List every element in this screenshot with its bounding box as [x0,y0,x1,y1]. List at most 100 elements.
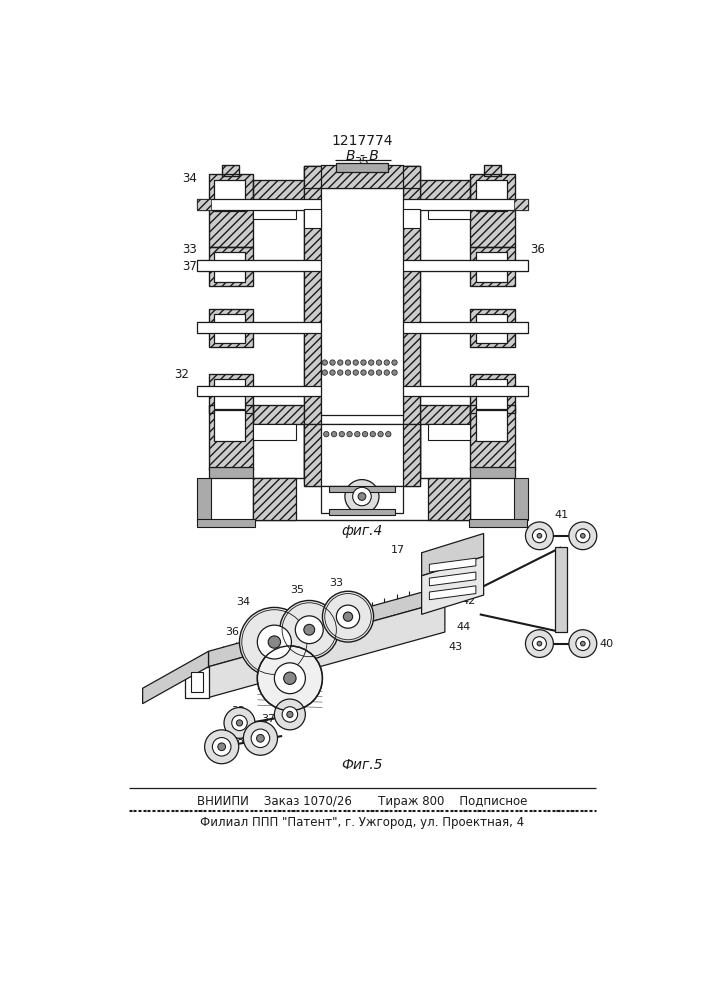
Text: 37: 37 [182,260,197,273]
Bar [428,478,470,520]
Circle shape [361,360,366,365]
Bar [304,424,321,486]
Bar [403,166,420,482]
Text: Фиг.5: Фиг.5 [341,758,382,772]
Bar [428,478,470,520]
Circle shape [525,522,554,550]
Bar [329,486,395,492]
Circle shape [575,637,590,651]
Text: 40: 40 [600,639,614,649]
Bar [484,165,501,176]
Bar [337,163,387,172]
Bar [209,247,253,286]
Circle shape [251,729,270,748]
Circle shape [232,715,247,731]
Circle shape [385,431,391,437]
Polygon shape [429,572,476,586]
Bar [476,410,507,441]
Bar [214,410,245,441]
Circle shape [363,431,368,437]
Bar [403,424,420,486]
Text: 39: 39 [337,503,351,516]
Text: фиг.4: фиг.4 [341,524,382,538]
Bar [253,424,296,440]
Circle shape [274,699,305,730]
Circle shape [332,431,337,437]
Text: 17: 17 [378,354,392,367]
Bar [214,314,245,343]
Circle shape [284,672,296,684]
Circle shape [243,721,277,755]
Bar [191,672,203,692]
Text: 43: 43 [449,642,463,652]
Bar [197,478,211,520]
Bar [253,180,470,203]
Bar [209,374,253,413]
Circle shape [337,360,343,365]
Bar [484,165,501,176]
Circle shape [532,637,547,651]
Circle shape [392,370,397,375]
Bar [403,209,420,228]
Text: 41: 41 [554,510,568,520]
Circle shape [322,360,327,365]
Polygon shape [429,558,476,572]
Circle shape [337,370,343,375]
Circle shape [392,360,397,365]
Circle shape [345,360,351,365]
Text: 30: 30 [449,577,463,587]
Text: 33: 33 [329,578,344,588]
Circle shape [378,431,383,437]
Circle shape [525,630,554,657]
Circle shape [532,529,547,543]
Text: 35: 35 [355,156,369,169]
Polygon shape [143,651,209,704]
Text: B - B: B - B [346,149,378,163]
Text: 36: 36 [530,243,545,256]
Bar [214,252,245,282]
Circle shape [345,370,351,375]
Bar [470,174,515,247]
Text: 38: 38 [230,736,244,746]
Circle shape [282,707,298,722]
Bar [428,203,470,219]
Bar [470,466,515,478]
Bar [209,466,253,478]
Bar [312,188,411,207]
Bar [197,322,528,333]
Bar [476,252,507,282]
Bar [214,180,245,211]
Bar [514,478,528,520]
Bar [253,478,296,520]
Text: Филиал ППП "Патент", г. Ужгород, ул. Проектная, 4: Филиал ППП "Патент", г. Ужгород, ул. Про… [200,816,524,829]
Bar [304,166,321,482]
Text: 32: 32 [230,706,245,716]
Circle shape [287,711,293,718]
Circle shape [384,360,390,365]
Bar [304,166,420,482]
Bar [197,386,528,396]
Text: 31: 31 [366,359,380,372]
Circle shape [347,431,352,437]
Bar [253,203,296,219]
Circle shape [376,370,382,375]
Bar [304,424,321,486]
Circle shape [537,641,542,646]
Circle shape [353,487,371,506]
Bar [304,166,420,188]
Circle shape [358,493,366,500]
Polygon shape [429,586,476,600]
Bar [197,519,255,527]
Bar [514,199,528,210]
Bar [470,174,515,247]
Bar [321,165,403,188]
Circle shape [569,630,597,657]
Bar [304,166,321,482]
Bar [197,199,211,210]
Bar [222,165,239,176]
Bar [470,309,515,347]
Bar [470,405,515,470]
Polygon shape [421,533,484,576]
Bar [253,478,296,520]
Bar [197,260,528,271]
